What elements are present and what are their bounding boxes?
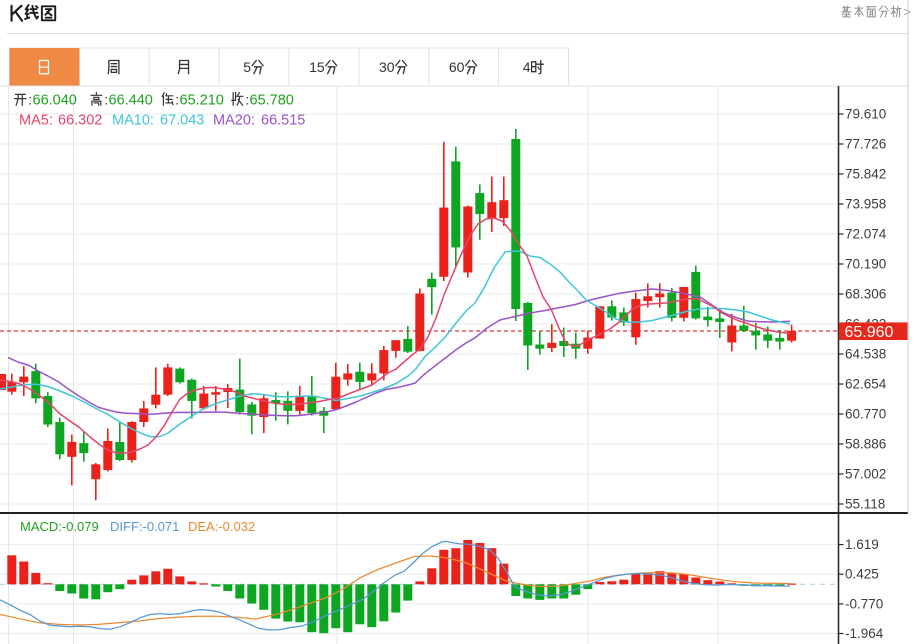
svg-text:70.190: 70.190 [845, 257, 886, 272]
svg-text:65.960: 65.960 [845, 324, 894, 341]
svg-text:0.425: 0.425 [845, 567, 879, 582]
svg-text:-0.770: -0.770 [845, 596, 883, 611]
svg-text:65.210: 65.210 [180, 93, 224, 109]
svg-text:66.040: 66.040 [33, 93, 77, 109]
svg-text:68.306: 68.306 [845, 287, 886, 302]
svg-text:DEA:-0.032: DEA:-0.032 [188, 519, 255, 534]
svg-text:79.610: 79.610 [845, 107, 886, 122]
svg-text:57.002: 57.002 [845, 467, 886, 482]
svg-text:30: 30 [379, 59, 395, 75]
svg-text:MA20:: MA20: [213, 113, 255, 129]
svg-text:15: 15 [309, 59, 325, 75]
svg-text:64.538: 64.538 [845, 347, 886, 362]
svg-text:-1.964: -1.964 [845, 626, 884, 641]
svg-text:60: 60 [449, 59, 465, 75]
svg-text:67.043: 67.043 [160, 113, 204, 129]
svg-text:66.515: 66.515 [261, 113, 305, 129]
svg-text:MA10:: MA10: [112, 113, 154, 129]
svg-text::: : [245, 92, 249, 108]
svg-text:66.440: 66.440 [109, 93, 153, 109]
svg-text::: : [28, 92, 32, 108]
svg-text:73.958: 73.958 [845, 197, 886, 212]
svg-text:5: 5 [243, 59, 251, 75]
svg-text:72.074: 72.074 [845, 227, 887, 242]
svg-text:65.780: 65.780 [250, 93, 294, 109]
svg-text:66.302: 66.302 [58, 113, 102, 129]
svg-text:55.118: 55.118 [845, 497, 885, 512]
svg-text:60.770: 60.770 [845, 407, 886, 422]
svg-text:75.842: 75.842 [845, 167, 886, 182]
svg-text:>: > [904, 5, 911, 19]
svg-text:4: 4 [523, 59, 531, 75]
svg-text:MACD:-0.079: MACD:-0.079 [20, 519, 99, 534]
svg-text:62.654: 62.654 [845, 377, 887, 392]
svg-text::: : [104, 92, 108, 108]
svg-text:1.619: 1.619 [845, 537, 879, 552]
svg-text:77.726: 77.726 [845, 137, 886, 152]
svg-text:MA5:: MA5: [19, 113, 53, 129]
svg-text:58.886: 58.886 [845, 437, 886, 452]
svg-text:DIFF:-0.071: DIFF:-0.071 [110, 519, 179, 534]
svg-text::: : [175, 92, 179, 108]
